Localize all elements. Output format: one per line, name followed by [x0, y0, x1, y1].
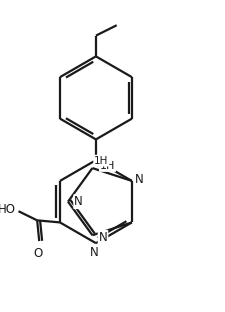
- Text: N: N: [98, 231, 107, 244]
- Text: HO: HO: [0, 203, 16, 216]
- Text: N: N: [89, 246, 98, 259]
- Text: 1H: 1H: [99, 161, 115, 171]
- Text: O: O: [34, 247, 43, 260]
- Text: N: N: [74, 195, 83, 208]
- Text: 1H: 1H: [94, 156, 108, 166]
- Text: N: N: [134, 173, 143, 186]
